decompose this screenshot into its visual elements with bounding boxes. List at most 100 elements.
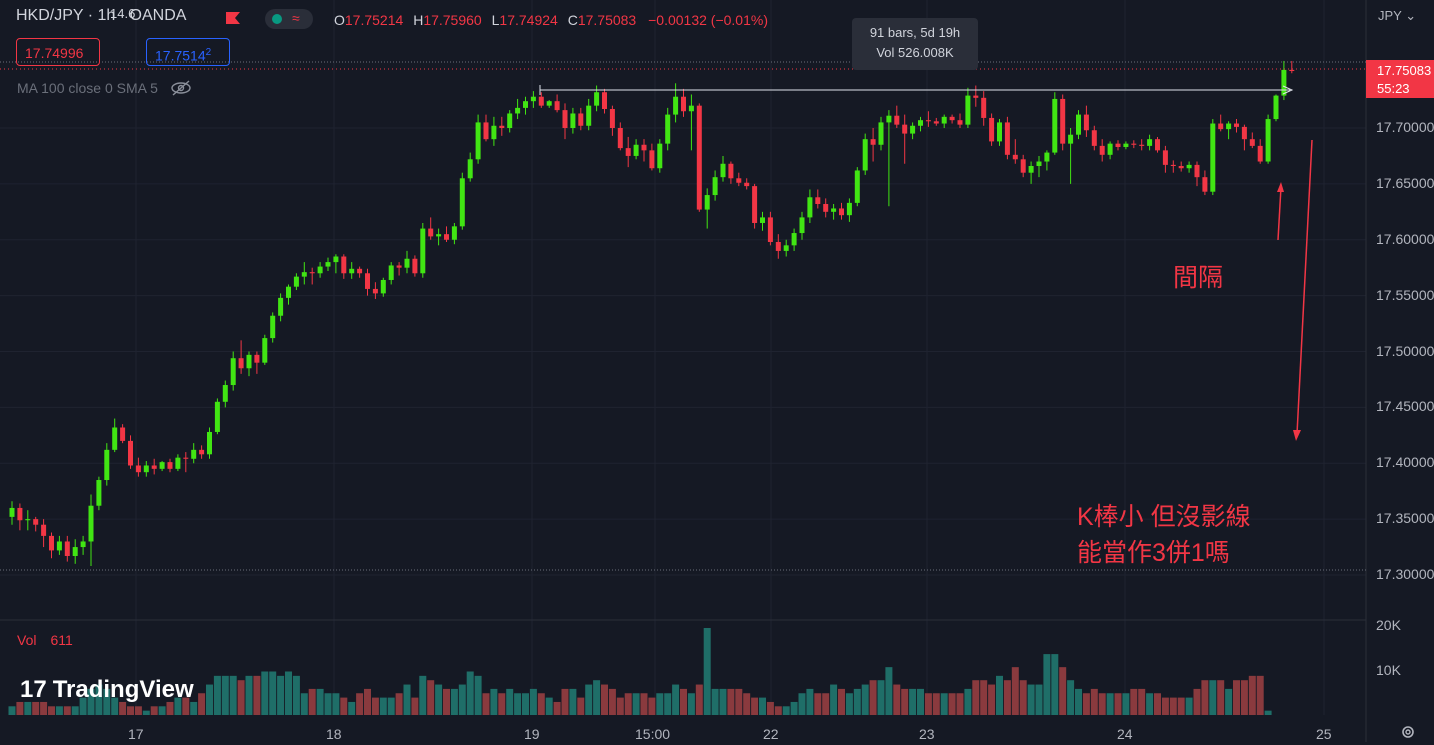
volume-bar — [174, 697, 182, 715]
volume-bar — [514, 693, 522, 715]
volume-bar — [498, 693, 506, 715]
volume-bar — [648, 697, 656, 715]
time-axis-label: 22 — [763, 726, 779, 742]
volume-bar — [292, 675, 300, 715]
candle — [760, 211, 765, 231]
market-open-dot-icon — [272, 14, 282, 24]
volume-bar — [751, 697, 759, 715]
volume-bar — [616, 697, 624, 715]
price-axis-label: 17.35000 — [1376, 510, 1434, 527]
volume-bar — [601, 684, 608, 715]
candle — [41, 519, 47, 548]
volume-bar — [561, 688, 569, 715]
volume-bar — [1154, 693, 1161, 715]
candle — [1186, 161, 1192, 173]
candle — [467, 152, 473, 182]
indicator-legend[interactable]: MA 100 close 0 SMA 5 — [17, 80, 192, 99]
volume-bar — [395, 693, 403, 715]
volume-bar — [1177, 697, 1185, 715]
volume-bar — [917, 688, 924, 715]
volume-bar — [482, 693, 490, 715]
candle — [997, 119, 1002, 146]
candle — [602, 88, 607, 114]
candle — [293, 273, 299, 291]
candle — [791, 228, 797, 251]
candle — [175, 454, 181, 472]
volume-bar — [182, 697, 190, 715]
ask-pip-digit: 2 — [205, 47, 212, 58]
range-tooltip: 91 bars, 5d 19h Vol 526.008K — [852, 18, 978, 70]
volume-bar — [261, 671, 269, 715]
candle — [1036, 155, 1042, 178]
candle — [17, 503, 23, 531]
time-axis-label: 15:00 — [635, 726, 671, 742]
candle — [1170, 160, 1176, 173]
volume-bars — [8, 628, 1272, 715]
candle — [823, 198, 829, 218]
currency-selector[interactable]: JPY ⌄ — [1378, 8, 1417, 23]
candle — [451, 222, 457, 245]
time-axis-label: 17 — [128, 726, 144, 742]
volume-bar — [695, 684, 703, 715]
eye-hidden-icon[interactable] — [170, 80, 192, 99]
candle — [1076, 110, 1081, 140]
volume-bar — [522, 693, 529, 715]
candle — [80, 535, 86, 555]
open-value: 17.75214 — [344, 12, 404, 28]
market-status-pill[interactable]: ≈ — [265, 9, 313, 29]
candle — [775, 234, 781, 259]
candle — [1249, 132, 1255, 149]
candle — [744, 178, 750, 190]
volume-bar — [1003, 680, 1011, 715]
volume-bar — [1225, 688, 1233, 715]
volume-bar — [830, 684, 838, 715]
candle — [846, 198, 852, 222]
candle — [981, 91, 987, 126]
volume-axis-label-10k: 10K — [1376, 662, 1401, 678]
volume-bar — [356, 693, 364, 715]
tooltip-bars: 91 bars, 5d 19h — [869, 25, 961, 40]
volume-bar — [940, 693, 948, 715]
volume-bar — [466, 671, 474, 715]
candle — [238, 340, 244, 374]
candle — [341, 254, 347, 279]
volume-bar — [711, 688, 719, 715]
time-axis-label: 24 — [1117, 726, 1133, 742]
price-axis-label: 17.70000 — [1376, 119, 1434, 135]
candle — [989, 113, 995, 146]
candle — [1099, 139, 1105, 162]
volume-bar — [1043, 654, 1051, 715]
candle — [807, 189, 813, 223]
candle — [72, 539, 78, 564]
volume-bar — [221, 675, 229, 715]
replay-wave-icon: ≈ — [292, 10, 300, 26]
symbol-title[interactable]: HKD/JPY · 1h · OANDA — [16, 7, 187, 24]
price-axis-label: 17.30000 — [1376, 566, 1434, 582]
candle — [270, 312, 276, 343]
buy-price-button[interactable]: 17.75142 — [146, 38, 230, 66]
annotation-question-line2: 能當作3併1嗎 — [1077, 539, 1230, 567]
candle — [965, 87, 971, 128]
candle — [1020, 154, 1026, 178]
volume-bar — [972, 680, 980, 715]
candle — [1273, 94, 1279, 122]
volume-bar — [87, 688, 95, 715]
candle — [767, 211, 773, 246]
candle — [530, 91, 536, 108]
settings-gear-icon[interactable] — [1400, 724, 1416, 740]
red-arrow-long — [1293, 139, 1313, 441]
sell-price-button[interactable]: 17.74996 — [16, 38, 100, 66]
volume-bar — [490, 688, 498, 715]
red-arrow-short — [1277, 182, 1284, 241]
volume-bar — [364, 688, 371, 715]
candle — [191, 443, 197, 464]
candles — [9, 60, 1295, 567]
volume-bar — [822, 693, 830, 715]
volume-bar — [316, 688, 324, 715]
volume-bar — [119, 701, 127, 715]
candle — [151, 458, 157, 475]
time-axis-label: 18 — [326, 726, 342, 742]
candle — [143, 461, 149, 477]
